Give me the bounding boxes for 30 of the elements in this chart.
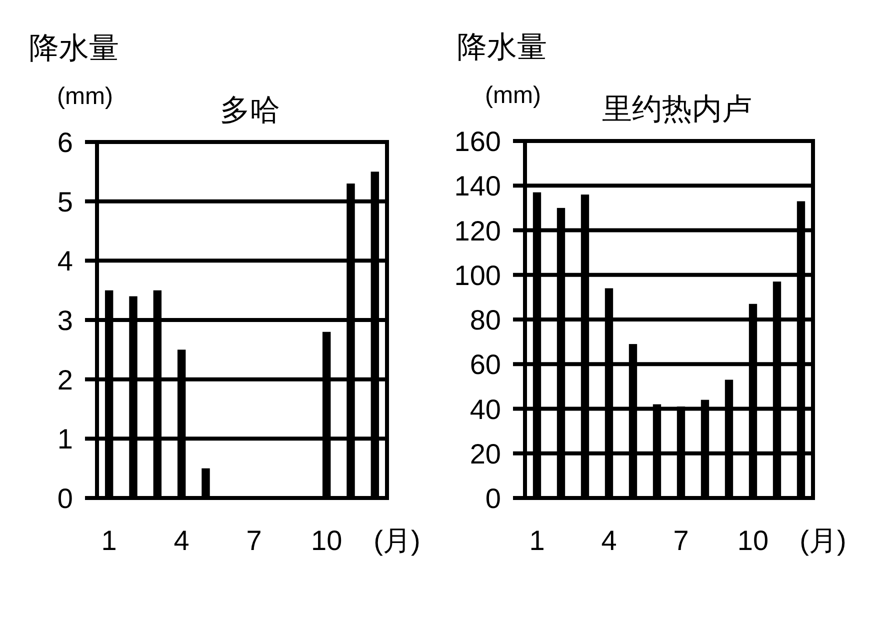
x-tick-label: 7 bbox=[246, 525, 262, 556]
y-tick-label: 4 bbox=[57, 246, 73, 277]
y-tick-label: 5 bbox=[57, 186, 73, 218]
y-tick-label: 1 bbox=[57, 424, 73, 455]
x-tick-label: 10 bbox=[737, 525, 769, 556]
x-tick-label: 7 bbox=[673, 525, 689, 556]
y-tick-label: 140 bbox=[454, 170, 501, 202]
x-axis-title: (月) bbox=[800, 525, 846, 556]
chart-title: 里约热内卢 bbox=[602, 93, 752, 126]
y-axis-title: 降水量 (mm) bbox=[457, 31, 547, 109]
x-tick-label: 4 bbox=[601, 525, 617, 556]
x-tick-label: 1 bbox=[101, 525, 117, 556]
y-tick-label: 3 bbox=[57, 305, 73, 336]
y-tick-label: 60 bbox=[470, 349, 501, 380]
y-tick-label: 0 bbox=[57, 483, 73, 514]
y-axis-title: 降水量 (mm) bbox=[29, 32, 119, 110]
chart-title: 多哈 bbox=[220, 94, 280, 127]
x-tick-label: 4 bbox=[174, 525, 190, 556]
x-tick-label: 10 bbox=[311, 525, 342, 556]
y-tick-label: 120 bbox=[454, 215, 501, 246]
y-tick-label: 160 bbox=[454, 126, 501, 157]
y-tick-label: 20 bbox=[470, 438, 501, 470]
y-tick-label: 0 bbox=[485, 483, 501, 514]
x-axis-title: (月) bbox=[374, 525, 420, 556]
y-tick-label: 6 bbox=[57, 127, 73, 158]
y-tick-label: 2 bbox=[57, 364, 73, 396]
y-tick-label: 40 bbox=[470, 394, 501, 425]
y-tick-label: 100 bbox=[454, 260, 501, 291]
x-tick-label: 1 bbox=[529, 525, 545, 556]
y-tick-label: 80 bbox=[470, 304, 501, 336]
